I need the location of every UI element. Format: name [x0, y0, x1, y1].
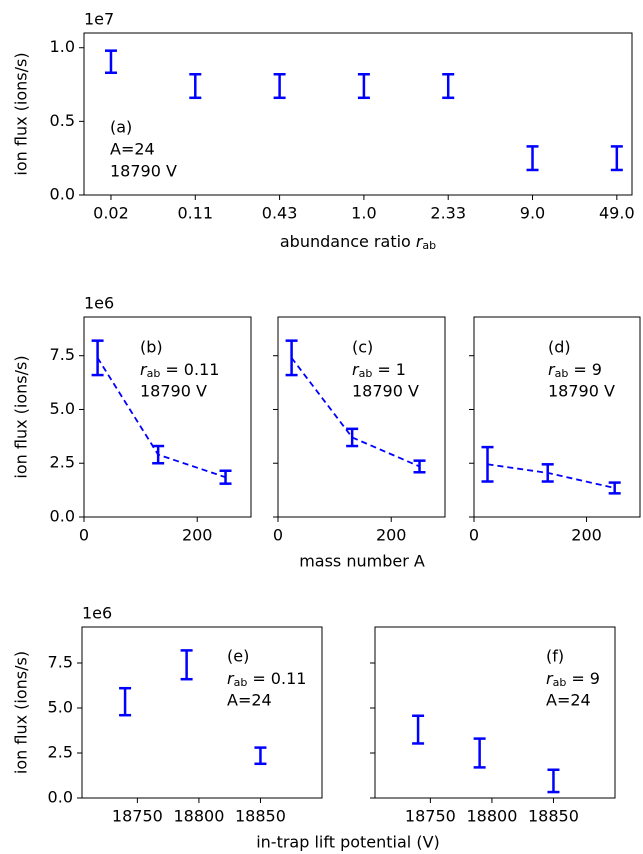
annotation: A=24 [110, 140, 155, 159]
x-axis-label: abundance ratio rab [280, 232, 436, 253]
x-tick-label: 0.11 [177, 204, 213, 223]
annotation: rab = 0.11 [140, 360, 219, 381]
annotation: 18790 V [110, 162, 177, 181]
x-tick-label: 200 [571, 526, 602, 545]
x-tick-label: 18850 [528, 807, 579, 826]
x-tick-label: 18750 [112, 807, 163, 826]
y-tick-label: 1.0 [50, 37, 75, 56]
annotation: (d) [548, 338, 571, 357]
annotation: rab = 9 [546, 669, 600, 690]
math-sub: ab [234, 676, 248, 689]
axes-frame [81, 626, 323, 799]
y-tick-label: 7.5 [50, 345, 75, 364]
x-tick-label: 200 [376, 526, 407, 545]
label-text: abundance ratio [280, 232, 411, 251]
y-axis-label: ion flux (ions/s) [12, 52, 31, 175]
x-tick-label: 0 [469, 526, 479, 545]
math-rest: = 0.11 [252, 669, 306, 688]
annotation: rab = 1 [352, 360, 406, 381]
axes-frame [277, 316, 446, 518]
x-tick-label: 0 [273, 526, 283, 545]
y-offset-label: 1e6 [84, 294, 114, 313]
annotation: (e) [227, 647, 249, 666]
y-tick-label: 5.0 [48, 698, 73, 717]
axes-frame [83, 32, 633, 196]
annotation: 18790 V [548, 382, 615, 401]
y-axis-label: ion flux (ions/s) [12, 355, 31, 478]
math-sub: ab [555, 367, 569, 380]
math-rest: = 1 [377, 360, 406, 379]
y-tick-label: 0.0 [48, 788, 73, 807]
math-sub: ab [147, 367, 161, 380]
x-tick-label: 0.02 [93, 204, 129, 223]
x-axis-label: mass number A [299, 552, 425, 571]
math-var: r [546, 669, 554, 688]
axes-frame [374, 626, 616, 799]
x-tick-label: 1.0 [351, 204, 376, 223]
x-tick-label: 18850 [235, 807, 286, 826]
annotation: rab = 0.11 [227, 669, 306, 690]
math-var: r [140, 360, 148, 379]
annotation: 18790 V [140, 382, 207, 401]
axes-frame [473, 316, 641, 518]
x-tick-label: 9.0 [520, 204, 545, 223]
y-tick-label: 2.5 [48, 743, 73, 762]
y-tick-label: 2.5 [50, 453, 75, 472]
axes-frame [83, 316, 252, 518]
annotation: (a) [110, 118, 132, 137]
x-tick-label: 18800 [173, 807, 224, 826]
math-sub: ab [553, 676, 567, 689]
math-sub: ab [422, 239, 436, 252]
x-tick-label: 2.33 [430, 204, 466, 223]
math-var: r [416, 232, 424, 251]
x-tick-label: 49.0 [599, 204, 635, 223]
math-rest: = 0.11 [165, 360, 219, 379]
trend-line [487, 463, 615, 489]
annotation: (b) [140, 338, 163, 357]
x-tick-label: 18800 [466, 807, 517, 826]
y-tick-label: 5.0 [50, 399, 75, 418]
annotation: rab = 9 [548, 360, 602, 381]
math-var: r [227, 669, 235, 688]
y-tick-label: 7.5 [48, 653, 73, 672]
x-axis-label: in-trap lift potential (V) [256, 833, 440, 852]
math-var: r [548, 360, 556, 379]
math-var: r [352, 360, 360, 379]
annotation: A=24 [546, 691, 591, 710]
math-rest: = 9 [573, 360, 602, 379]
y-tick-label: 0.0 [50, 185, 75, 204]
y-tick-label: 0.5 [50, 111, 75, 130]
x-tick-label: 0 [79, 526, 89, 545]
x-tick-label: 18750 [405, 807, 456, 826]
x-tick-label: 200 [182, 526, 213, 545]
y-axis-label: ion flux (ions/s) [12, 651, 31, 774]
y-tick-label: 0.0 [50, 507, 75, 526]
math-sub: ab [359, 367, 373, 380]
annotation: (c) [352, 338, 373, 357]
annotation: (f) [546, 647, 564, 666]
y-offset-label: 1e6 [82, 604, 112, 623]
x-tick-label: 0.43 [262, 204, 298, 223]
math-rest: = 9 [571, 669, 600, 688]
annotation: 18790 V [352, 382, 419, 401]
annotation: A=24 [227, 691, 272, 710]
y-offset-label: 1e7 [84, 10, 114, 29]
